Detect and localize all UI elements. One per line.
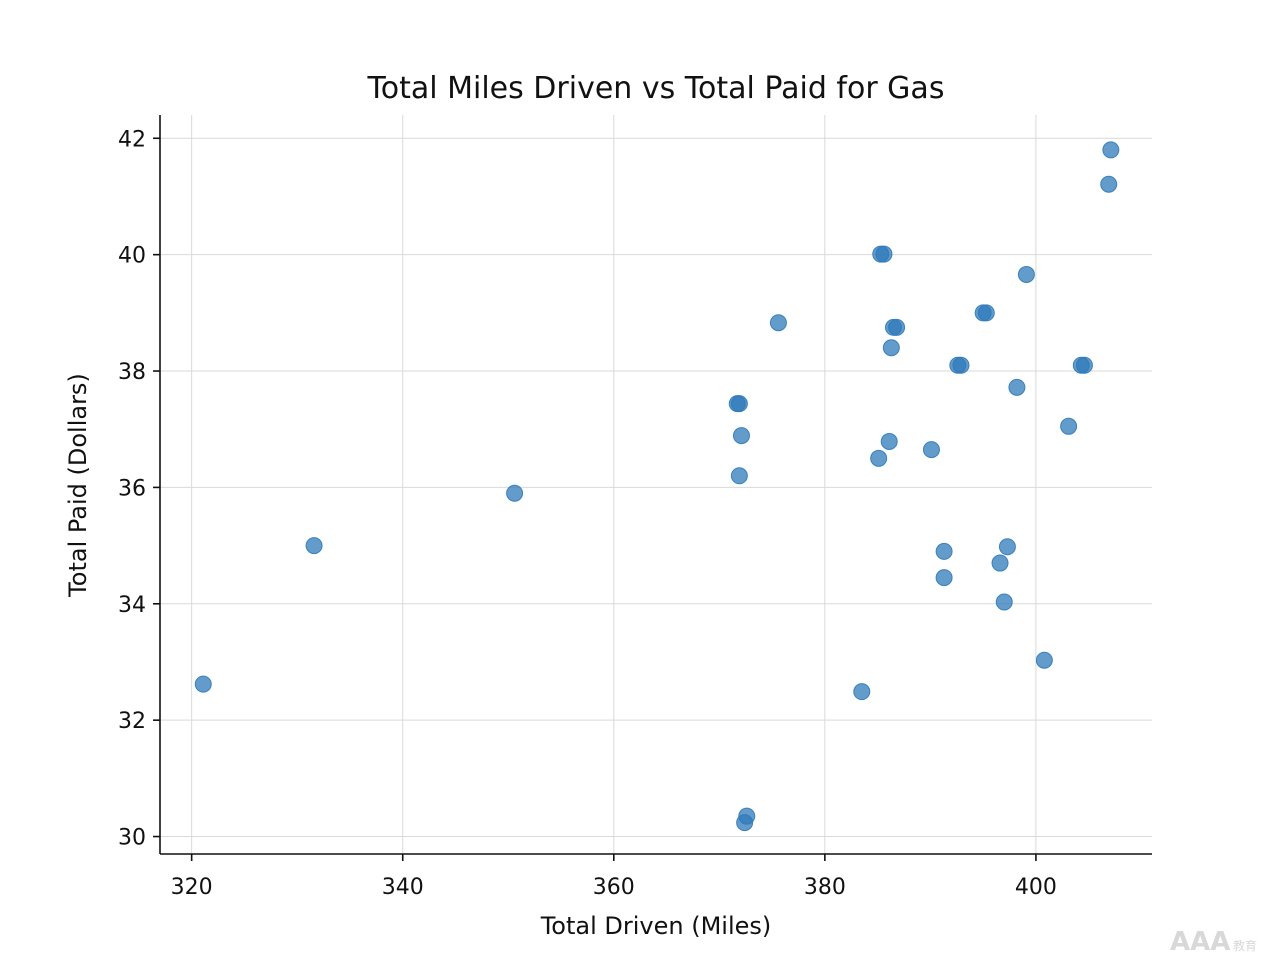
data-point xyxy=(1060,417,1078,435)
x-axis-label: Total Driven (Miles) xyxy=(540,912,772,940)
x-tick-label: 380 xyxy=(804,875,846,900)
axes xyxy=(159,115,1152,855)
data-point xyxy=(935,542,953,560)
data-point xyxy=(991,554,1009,572)
data-point xyxy=(1035,651,1053,669)
x-tick-label: 400 xyxy=(1015,875,1057,900)
data-point xyxy=(732,427,750,445)
data-point xyxy=(882,339,900,357)
data-point xyxy=(730,467,748,485)
data-point xyxy=(194,675,212,693)
y-tick-label: 36 xyxy=(118,476,146,501)
data-point xyxy=(769,314,787,332)
y-tick-label: 42 xyxy=(118,127,146,152)
y-axis-label: Total Paid (Dollars) xyxy=(64,373,92,598)
x-tick-label: 360 xyxy=(593,875,635,900)
data-point xyxy=(305,537,323,555)
data-point xyxy=(1102,141,1120,159)
data-point xyxy=(1075,356,1093,374)
y-tick-label: 32 xyxy=(118,709,146,734)
data-point xyxy=(935,569,953,587)
data-points xyxy=(194,141,1120,832)
data-point xyxy=(888,318,906,336)
ticks: 320 340 360 380 400 30 32 34 36 38 40 42 xyxy=(118,127,1057,900)
chart-title: Total Miles Driven vs Total Paid for Gas xyxy=(367,71,945,106)
y-tick-label: 40 xyxy=(118,244,146,269)
data-point xyxy=(870,449,888,467)
data-point xyxy=(853,683,871,701)
y-tick-label: 30 xyxy=(118,826,146,851)
data-point xyxy=(736,814,754,832)
data-point xyxy=(730,395,748,413)
data-point xyxy=(875,245,893,263)
data-point xyxy=(922,441,940,459)
data-point xyxy=(977,304,995,322)
x-tick-label: 340 xyxy=(382,875,424,900)
data-point xyxy=(1008,378,1026,396)
data-point xyxy=(998,538,1016,556)
y-tick-label: 34 xyxy=(118,593,146,618)
data-point xyxy=(995,593,1013,611)
data-point xyxy=(1017,265,1035,283)
data-point xyxy=(506,484,524,502)
x-tick-label: 320 xyxy=(171,875,213,900)
data-point xyxy=(952,356,970,374)
y-tick-label: 38 xyxy=(118,360,146,385)
grid xyxy=(160,115,1152,854)
watermark-text: AAA xyxy=(1170,927,1230,957)
watermark-logo: AAA 教育 xyxy=(1170,927,1257,957)
data-point xyxy=(1100,175,1118,193)
data-point xyxy=(880,432,898,450)
watermark-subtext: 教育 xyxy=(1233,938,1257,953)
